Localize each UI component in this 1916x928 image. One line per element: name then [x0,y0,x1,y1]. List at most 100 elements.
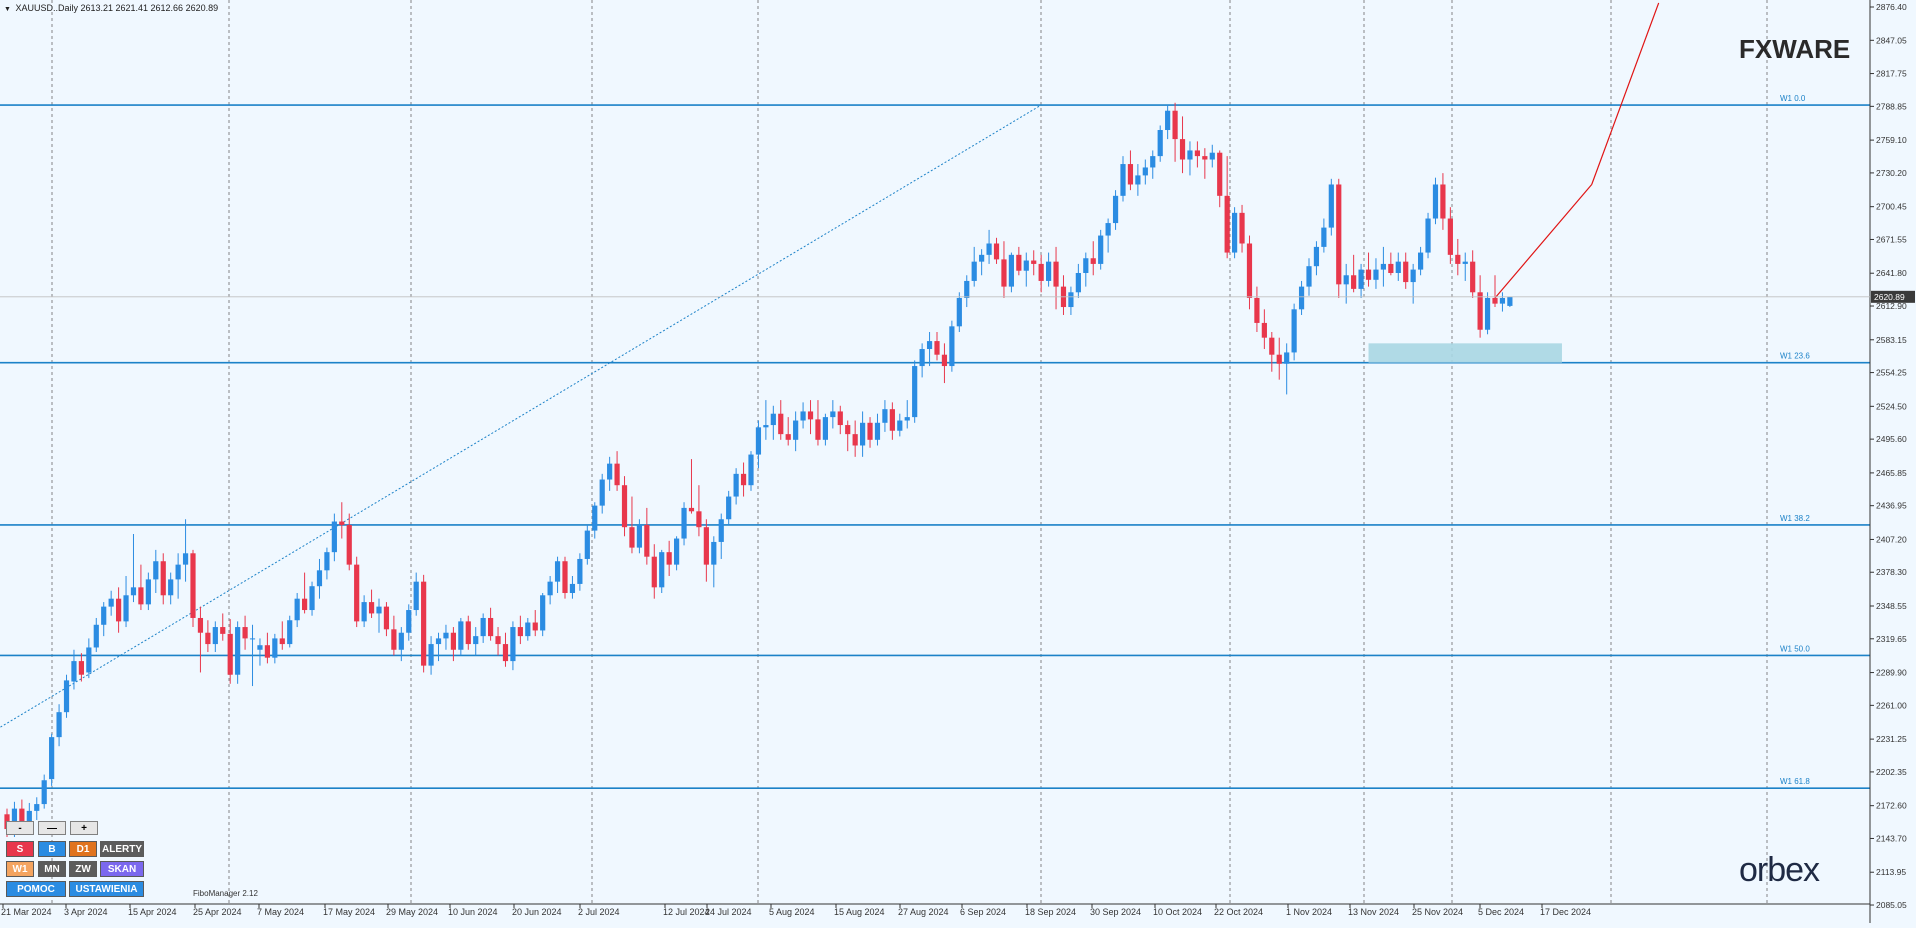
candle [242,615,248,650]
candle [1008,252,1014,293]
price-tick-label: 2407.20 [1876,534,1907,544]
symbol-info: XAUUSD..Daily 2613.21 2621.41 2612.66 26… [15,3,219,13]
candle [145,572,151,611]
time-tick-label: 15 Apr 2024 [128,907,177,917]
candle-body [1157,130,1163,157]
timeframe-w1-button[interactable]: W1 [6,861,34,877]
symbol-header: ▼ XAUUSD..Daily 2613.21 2621.41 2612.66 … [4,3,218,13]
candle-body [279,638,285,645]
price-tick-label: 2378.30 [1876,567,1907,577]
price-tick-label: 2847.05 [1876,35,1907,45]
candle-body [1358,269,1364,289]
candle [956,292,962,333]
candle-body [1328,184,1334,228]
candle-body [1127,164,1134,185]
candle [912,360,918,423]
candle-body [1313,246,1320,267]
timeframe-mn-button[interactable]: MN [38,861,66,877]
zoom-in-button[interactable]: + [70,821,98,835]
settings-button[interactable]: USTAWIENIA [69,881,144,897]
price-tick-label: 2319.65 [1876,634,1907,644]
candle-body [793,420,799,440]
price-tick-label: 2113.95 [1876,867,1906,877]
candle [651,544,657,599]
trend-line [1494,184,1593,299]
candle-body [376,606,382,614]
candle-body [755,427,762,455]
time-tick-label: 10 Jun 2024 [448,907,498,917]
candle [1499,292,1506,312]
candle [168,572,174,605]
candle [733,468,739,505]
buy-button[interactable]: B [38,841,66,857]
price-tick-label: 2172.60 [1876,801,1907,811]
candle [1492,275,1498,308]
candle-body [1484,297,1491,330]
candle-body [807,411,814,420]
candle [904,400,910,429]
candle [227,619,233,684]
candle [458,617,464,656]
candle-body [257,645,263,650]
candle [175,553,181,599]
time-tick-label: 27 Aug 2024 [898,907,949,917]
candle-body [1135,175,1141,185]
scan-button[interactable]: SKAN [100,861,144,877]
candle-body [1365,269,1372,280]
candle-body [361,602,367,622]
candle-body [435,638,442,645]
price-tick-label: 2700.45 [1876,202,1907,212]
price-tick-label: 2641.80 [1876,268,1907,278]
candle [1098,229,1104,270]
sell-button[interactable]: S [6,841,34,857]
candle-body [629,527,635,548]
candle-body [480,617,486,637]
candle-body [450,632,456,650]
candle-body [93,624,99,648]
candle-body [845,425,851,435]
candle [681,502,687,546]
price-tick-label: 2143.70 [1876,833,1907,843]
candle [1291,303,1297,361]
candle-body [1142,167,1148,176]
candle-body [1179,139,1186,160]
candle [1328,178,1334,236]
candle [517,615,523,645]
timeframe-d1-button[interactable]: D1 [69,841,97,857]
candle-body [182,553,189,565]
price-tick-label: 2876.40 [1876,2,1907,12]
zoom-reset-button[interactable]: — [38,821,66,835]
candle [592,502,598,539]
candle-body [41,780,47,805]
candle [1284,343,1290,395]
help-button[interactable]: POMOC [6,881,66,897]
alerts-button[interactable]: ALERTY [100,841,144,857]
candle [346,513,352,571]
candle-body [383,606,390,630]
candle [49,733,55,786]
candle [368,589,375,618]
candle-body [71,661,77,682]
candle-body [1031,260,1037,264]
price-tick-label: 2495.60 [1876,434,1907,444]
zw-button[interactable]: ZW [69,861,97,877]
candle-body [160,561,166,596]
candle [1090,241,1096,276]
dropdown-triangle-icon[interactable]: ▼ [4,6,11,13]
candle-body [681,507,687,539]
candle-body [1202,156,1208,160]
price-tick-label: 2612.90 [1876,301,1907,311]
candle-body [986,243,992,255]
zoom-out-button[interactable]: - [6,821,34,835]
candle [398,627,404,662]
candle-body [867,422,873,440]
candle [1172,102,1178,162]
candle-body [1001,259,1007,287]
candle [874,413,881,446]
indicator-label: FiboManager 2.12 [193,889,258,898]
candle [1254,286,1260,333]
candle-body [1090,258,1096,264]
candle-body [740,473,747,486]
